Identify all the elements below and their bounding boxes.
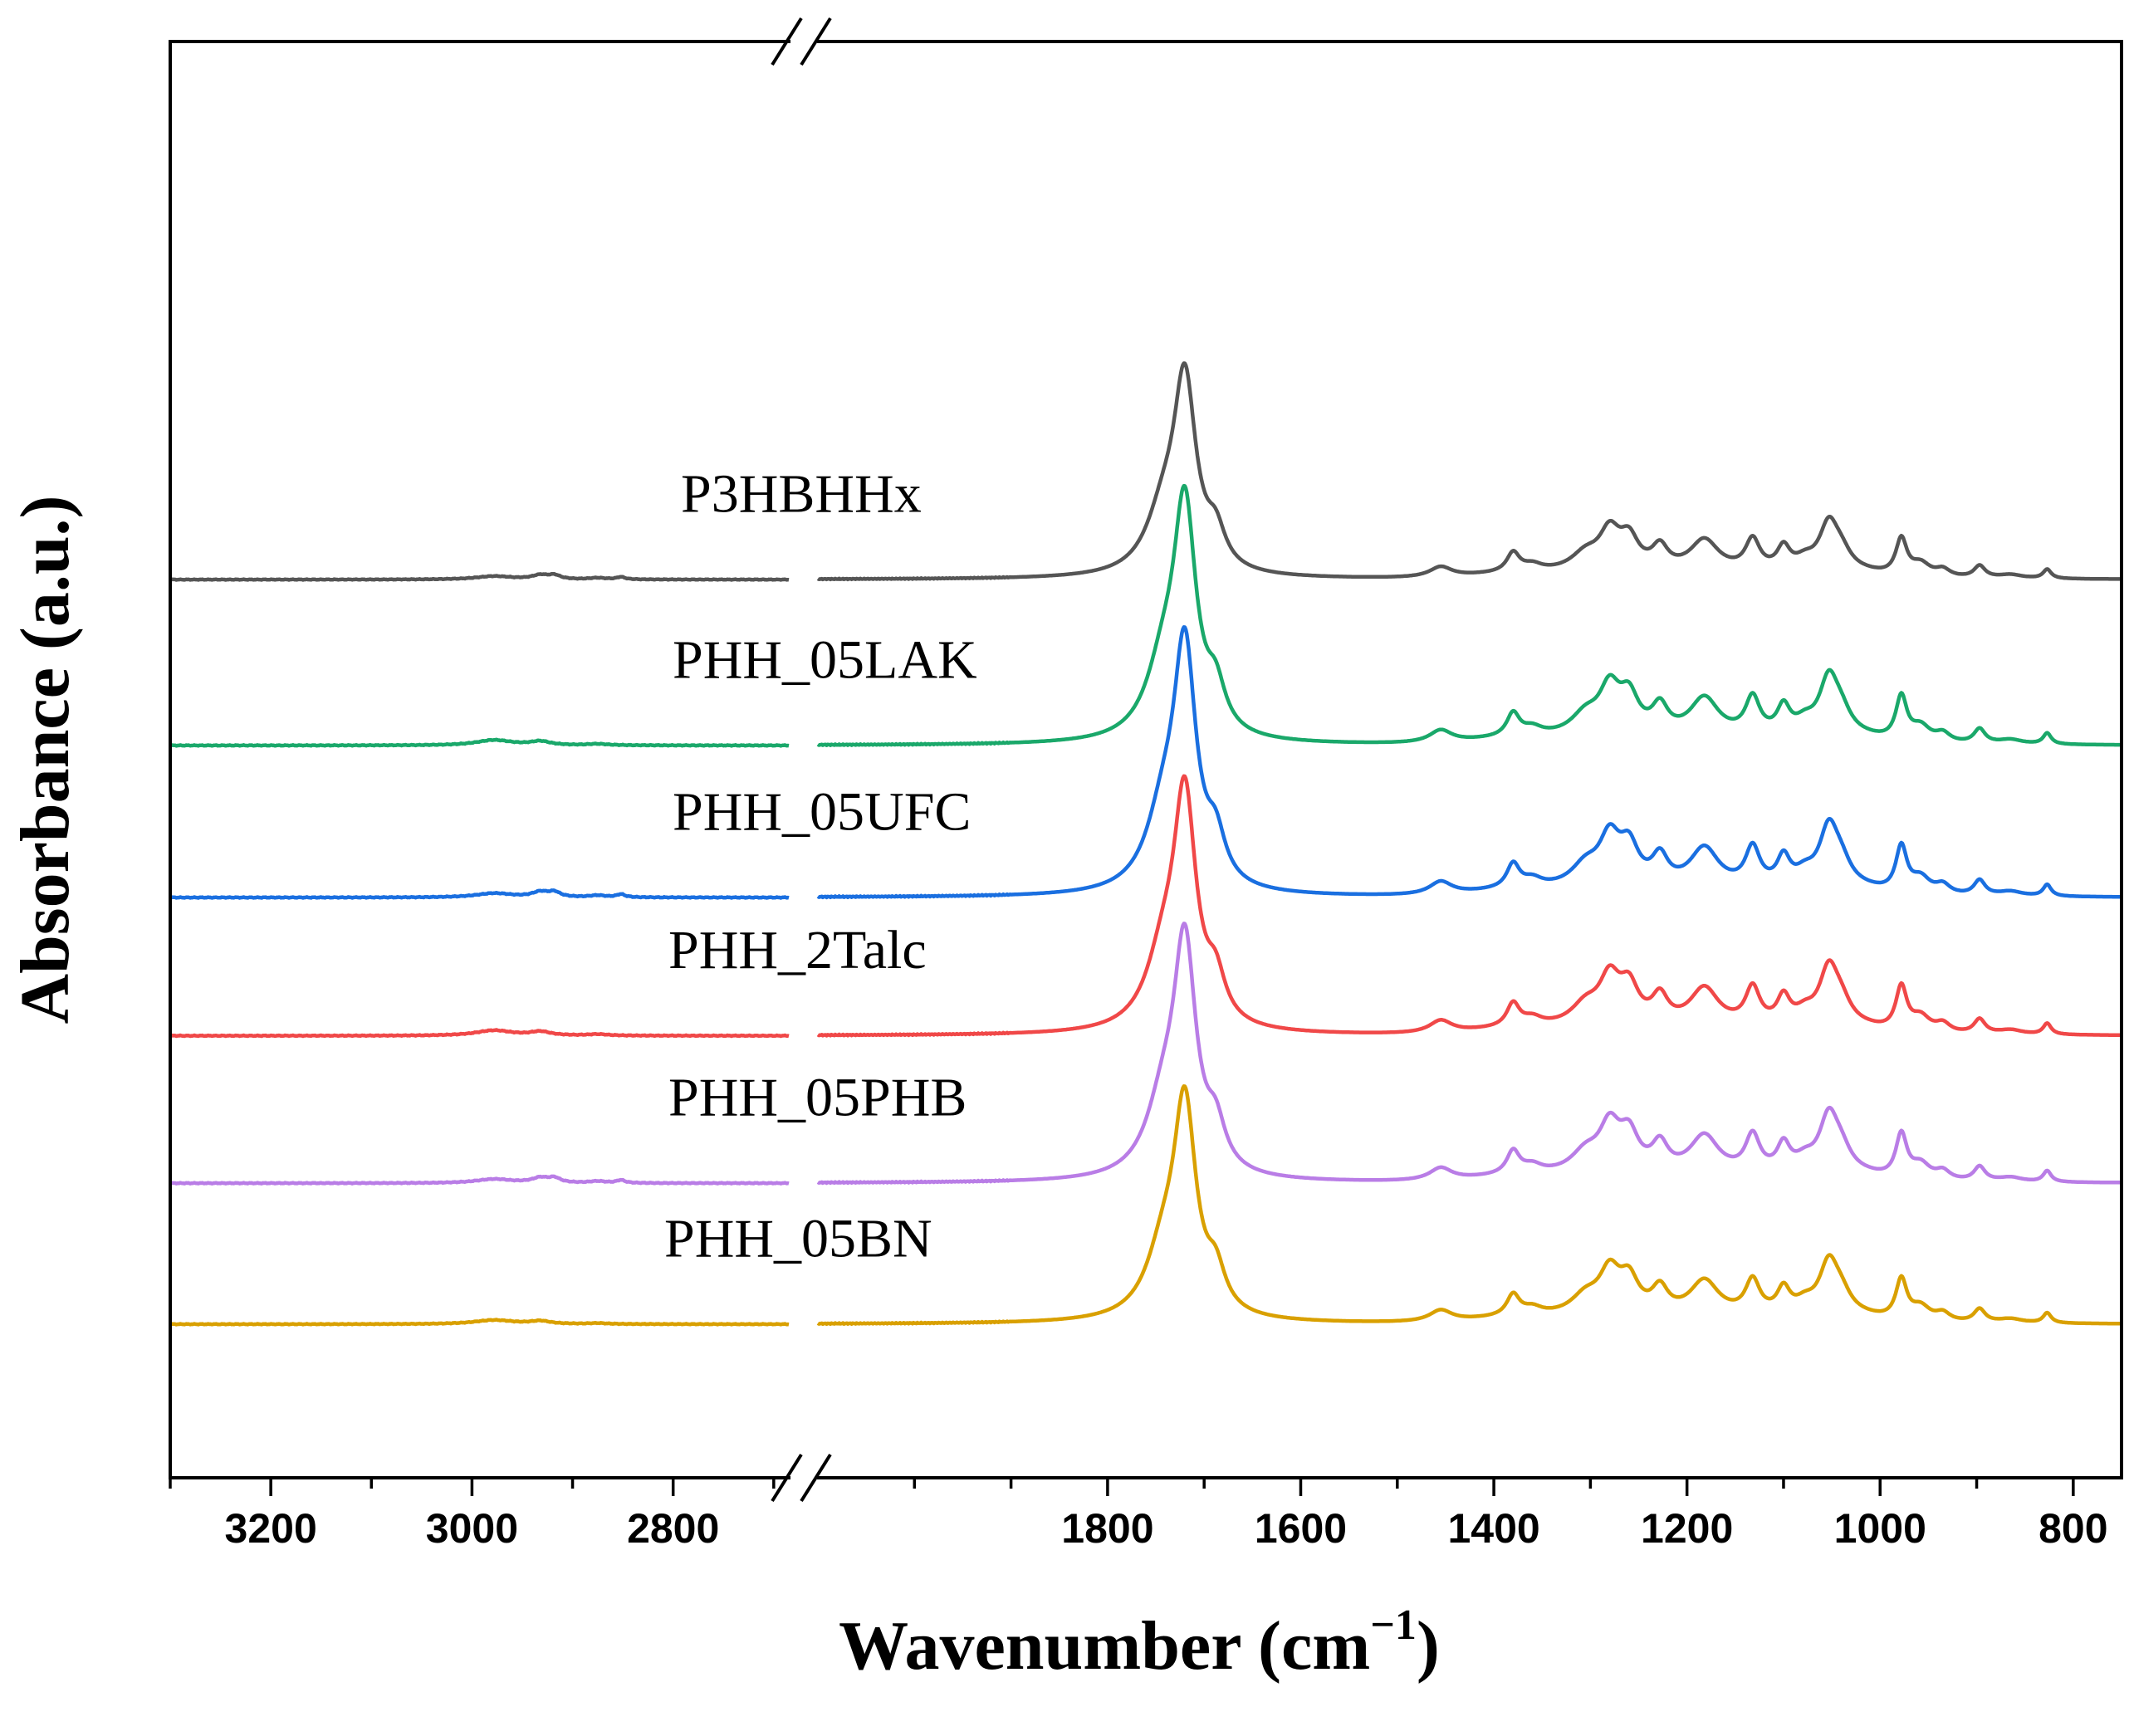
plot-frame xyxy=(169,40,2123,1479)
spectrum-line-phh-05lak-seg1 xyxy=(169,737,790,748)
tick-label-1600: 1600 xyxy=(1255,1505,1347,1552)
break-slash-left-top xyxy=(771,17,803,66)
series-label-phh-05lak: PHH_05LAK xyxy=(673,629,977,690)
break-slash-right-bottom xyxy=(800,1453,832,1503)
x-axis-title: Wavenumber (cm−1) xyxy=(839,1602,1440,1685)
spectrum-line-phh-05ufc-seg1 xyxy=(169,888,790,900)
series-label-phh-05phb: PHH_05PHB xyxy=(668,1068,967,1128)
tick-label-2800: 2800 xyxy=(627,1505,719,1552)
spectrum-line-phh-05lak-seg2 xyxy=(816,483,2123,747)
break-gap-top xyxy=(790,35,817,48)
spectrum-line-p3hbhhx-seg2 xyxy=(816,361,2123,582)
y-axis-title: Absorbance (a.u.) xyxy=(7,495,84,1024)
tick-label-3000: 3000 xyxy=(426,1505,518,1552)
tick-label-3200: 3200 xyxy=(225,1505,317,1552)
tick-label-1400: 1400 xyxy=(1447,1505,1539,1552)
spectrum-line-phh-2talc-seg1 xyxy=(169,1028,790,1039)
spectrum-line-phh-05phb-seg1 xyxy=(169,1174,790,1186)
spectra-group xyxy=(169,361,2123,1327)
series-label-phh-05bn: PHH_05BN xyxy=(664,1208,932,1269)
series-label-phh-2talc: PHH_2Talc xyxy=(668,920,927,980)
series-label-p3hbhhx: P3HBHHx xyxy=(681,464,922,525)
break-slash-right-top xyxy=(800,17,832,66)
tick-label-1200: 1200 xyxy=(1641,1505,1733,1552)
spectrum-line-p3hbhhx-seg1 xyxy=(169,571,790,582)
tick-label-800: 800 xyxy=(2038,1505,2107,1552)
series-labels: P3HBHHx PHH_05LAK PHH_05UFC PHH_2Talc PHH_05… xyxy=(664,464,977,1269)
spectrum-line-phh-05bn-seg2 xyxy=(816,1084,2123,1327)
x-axis-ticks xyxy=(169,1478,2075,1496)
tick-label-1000: 1000 xyxy=(1834,1505,1926,1552)
break-slash-left-bottom xyxy=(771,1453,803,1503)
spectrum-line-phh-05ufc-seg2 xyxy=(816,625,2123,900)
series-label-phh-05ufc: PHH_05UFC xyxy=(673,781,971,842)
x-axis-tick-labels: 3200 3000 2800 1800 1600 1400 1200 1000 800 xyxy=(225,1505,2108,1552)
axis-break-marks xyxy=(771,17,832,1503)
spectrum-line-phh-05phb-seg2 xyxy=(816,922,2123,1186)
tick-label-1800: 1800 xyxy=(1061,1505,1153,1552)
spectrum-line-phh-05bn-seg1 xyxy=(169,1318,790,1327)
spectrum-line-phh-2talc-seg2 xyxy=(816,774,2123,1038)
break-gap-bottom xyxy=(790,1471,817,1484)
